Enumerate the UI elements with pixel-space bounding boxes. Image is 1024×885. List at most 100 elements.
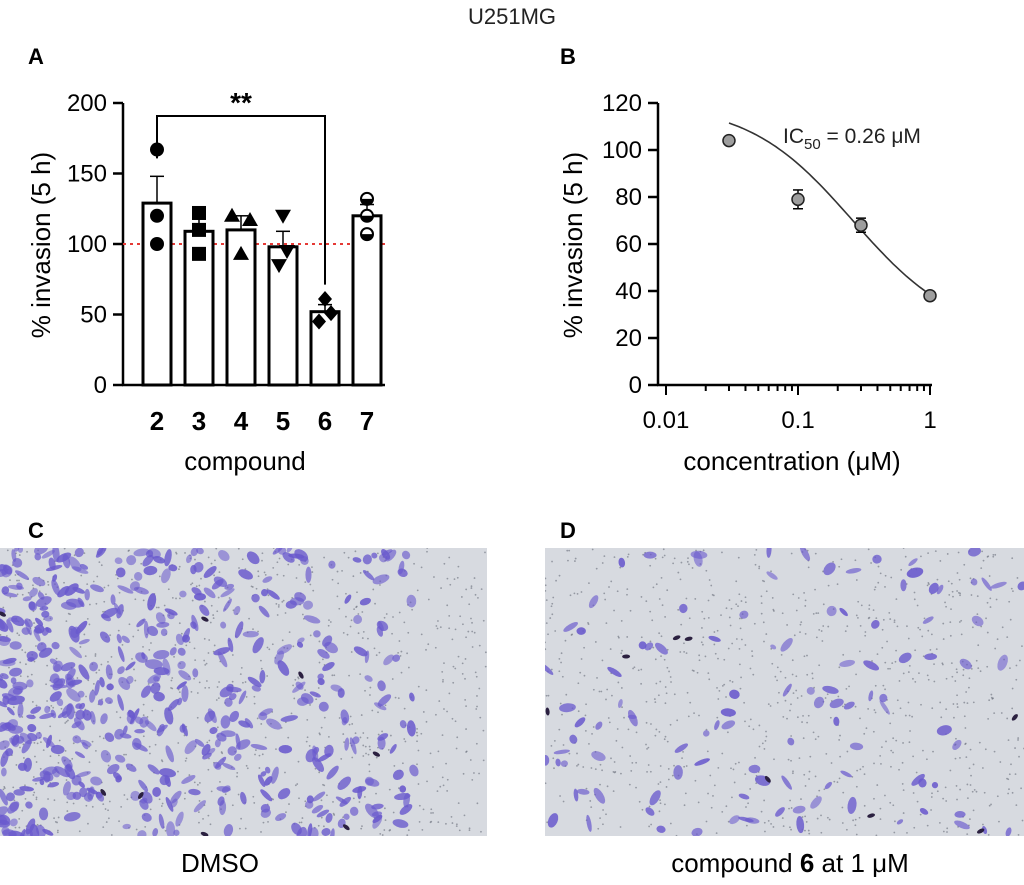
stained-cell <box>69 646 82 659</box>
stained-cell <box>106 683 114 691</box>
pore-dot <box>56 829 59 832</box>
stained-cell <box>227 746 237 756</box>
pore-dot <box>776 701 779 704</box>
pore-dot <box>812 731 815 734</box>
stained-cell <box>563 622 578 632</box>
pore-dot <box>474 671 477 674</box>
pore-dot <box>123 794 126 796</box>
stained-cell <box>110 594 116 606</box>
pore-dot <box>18 579 20 582</box>
pore-dot <box>264 573 267 576</box>
stained-cell <box>177 660 186 670</box>
pore-dot <box>640 668 643 671</box>
pore-dot <box>816 795 818 798</box>
pore-dot <box>392 811 395 814</box>
pore-dot <box>549 617 552 619</box>
pore-dot <box>660 635 663 638</box>
stained-cell <box>25 801 33 809</box>
pore-dot <box>115 711 118 713</box>
pore-dot <box>119 716 122 719</box>
pore-dot <box>874 711 877 714</box>
pore-dot <box>968 767 971 770</box>
pore-dot <box>322 658 324 661</box>
pore-dot <box>960 633 963 636</box>
pore-dot <box>362 630 365 633</box>
pore-dot <box>795 675 798 678</box>
pore-dot <box>210 562 213 565</box>
pore-dot <box>884 574 887 577</box>
stained-cell <box>141 652 146 660</box>
pore-dot <box>709 774 712 777</box>
stained-cell <box>0 788 8 806</box>
stained-cell <box>262 576 273 583</box>
stained-cell <box>638 641 647 650</box>
pore-dot <box>802 737 805 740</box>
pore-dot <box>64 750 67 752</box>
stained-cell <box>0 607 6 614</box>
pore-dot <box>626 588 629 591</box>
pore-dot <box>807 829 810 832</box>
caption-compound-6-prefix: compound <box>671 848 800 878</box>
pore-dot <box>669 822 672 825</box>
pore-dot <box>691 567 694 569</box>
pore-dot <box>1018 659 1021 662</box>
pore-dot <box>647 764 650 766</box>
pore-dot <box>716 629 719 632</box>
stained-cell <box>918 778 927 788</box>
pore-dot <box>142 599 145 602</box>
pore-dot <box>915 771 918 774</box>
pore-dot <box>845 687 848 690</box>
pore-dot <box>916 604 919 607</box>
pore-dot <box>599 817 601 820</box>
pore-dot <box>368 745 371 748</box>
pore-dot <box>45 593 47 596</box>
stained-cell <box>569 734 578 744</box>
pore-dot <box>808 770 811 773</box>
pore-dot <box>83 552 86 555</box>
pore-dot <box>354 732 357 735</box>
pore-dot <box>970 594 973 596</box>
pore-dot <box>876 653 879 656</box>
stained-cell <box>38 647 53 658</box>
stained-cell <box>11 734 20 746</box>
pore-dot <box>323 716 326 719</box>
pore-dot <box>590 806 593 809</box>
pore-dot <box>804 829 806 832</box>
pore-dot <box>476 695 478 697</box>
pore-dot <box>422 711 425 713</box>
pore-dot <box>368 763 371 766</box>
pore-dot <box>440 587 442 589</box>
pore-dot <box>362 744 365 747</box>
pore-dot <box>808 832 811 835</box>
pore-dot <box>725 696 727 698</box>
stained-cell <box>224 583 235 590</box>
pore-dot <box>706 750 709 753</box>
pore-dot <box>442 784 445 787</box>
pore-dot <box>2 606 5 609</box>
pore-dot <box>52 706 55 709</box>
pore-dot <box>207 652 210 654</box>
pore-dot <box>315 698 318 701</box>
pore-dot <box>545 622 548 624</box>
stained-cell <box>229 710 240 723</box>
pore-dot <box>103 586 106 589</box>
pore-dot <box>824 697 827 699</box>
stained-cell <box>219 800 227 816</box>
pore-dot <box>446 604 449 607</box>
pore-dot <box>452 665 455 668</box>
pore-dot <box>745 824 748 827</box>
pore-dot <box>32 584 34 587</box>
pore-dot <box>260 659 262 662</box>
stained-cell <box>296 641 304 648</box>
stained-cell <box>126 555 137 566</box>
pore-dot <box>758 745 761 748</box>
stained-cell <box>181 775 196 784</box>
stained-cell <box>586 814 592 832</box>
pore-dot <box>244 681 247 683</box>
pore-dot <box>635 786 637 789</box>
stained-cell <box>252 637 264 654</box>
pore-dot <box>477 596 479 599</box>
pore-dot <box>975 659 978 662</box>
pore-dot <box>204 686 207 689</box>
stained-cell <box>95 791 105 802</box>
